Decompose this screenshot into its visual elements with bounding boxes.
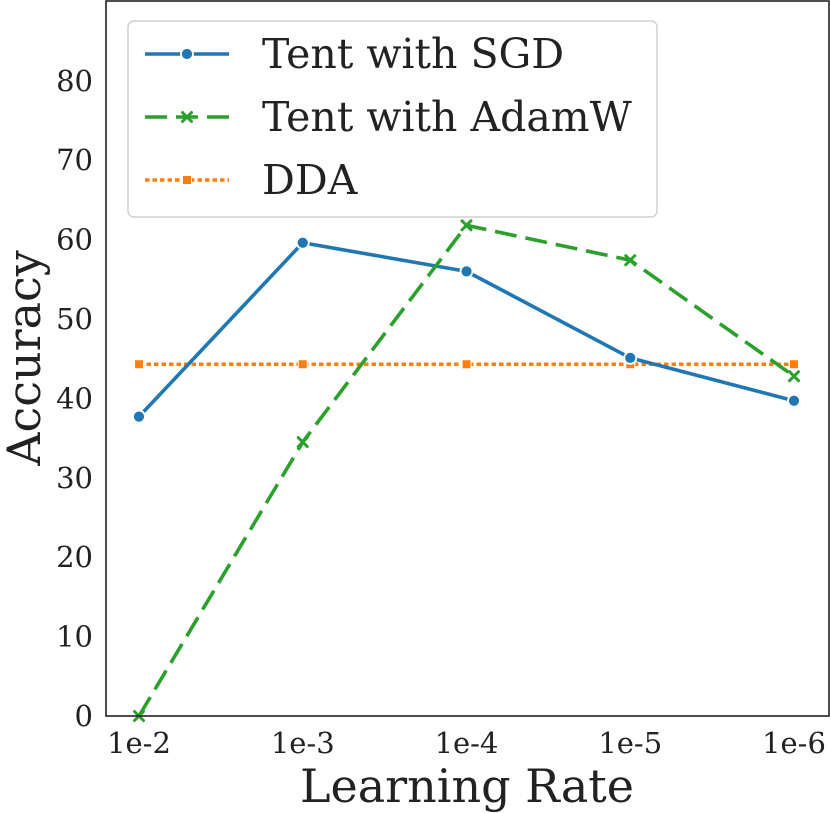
point-marker <box>295 235 310 250</box>
point-marker <box>181 111 193 123</box>
point-marker <box>459 264 474 279</box>
legend-entry: DDA <box>145 156 359 204</box>
x-tick-label: 1e-6 <box>762 726 826 760</box>
legend-entry: Tent with SGD <box>145 30 564 78</box>
y-tick-label: 20 <box>56 540 93 574</box>
y-tick-label: 40 <box>56 381 93 415</box>
x-axis-ticks: 1e-2 1e-3 1e-4 1e-5 1e-6 <box>107 726 826 760</box>
y-tick-label: 30 <box>56 461 93 495</box>
legend-label: Tent with AdamW <box>262 93 633 141</box>
y-tick-label: 50 <box>56 302 93 336</box>
point-marker <box>460 219 473 232</box>
point-marker <box>182 175 192 185</box>
y-axis-ticks: 0 10 20 30 40 50 60 70 80 <box>56 64 93 733</box>
legend-label: DDA <box>262 156 359 204</box>
point-marker <box>789 359 799 370</box>
x-tick-label: 1e-3 <box>271 726 335 760</box>
plot-frame <box>105 0 830 717</box>
point-marker <box>623 351 638 365</box>
point-marker <box>787 393 801 408</box>
point-marker <box>134 359 144 370</box>
y-tick-label: 0 <box>75 699 93 733</box>
point-marker <box>297 359 308 370</box>
y-tick-label: 70 <box>56 143 93 177</box>
legend: Tent with SGD Tent with AdamW DDA <box>127 20 658 218</box>
point-marker <box>624 254 637 267</box>
y-tick-label: 80 <box>56 64 93 98</box>
point-marker <box>132 409 146 424</box>
x-tick-label: 1e-2 <box>107 726 171 760</box>
legend-entry: Tent with AdamW <box>145 93 633 141</box>
point-marker <box>296 436 309 449</box>
series-tent-with-sgd <box>132 235 801 424</box>
x-tick-label: 1e-4 <box>435 726 499 760</box>
point-marker <box>461 359 472 370</box>
legend-box <box>127 20 658 218</box>
y-tick-label: 10 <box>56 620 93 654</box>
point-marker <box>180 47 194 61</box>
x-axis-label: Learning Rate <box>300 759 634 813</box>
y-axis-label: Accuracy <box>0 250 51 467</box>
series-lines <box>132 219 801 722</box>
point-marker <box>788 370 800 383</box>
legend-label: Tent with SGD <box>262 30 564 78</box>
y-tick-label: 60 <box>56 223 93 257</box>
x-tick-label: 1e-5 <box>598 726 662 760</box>
